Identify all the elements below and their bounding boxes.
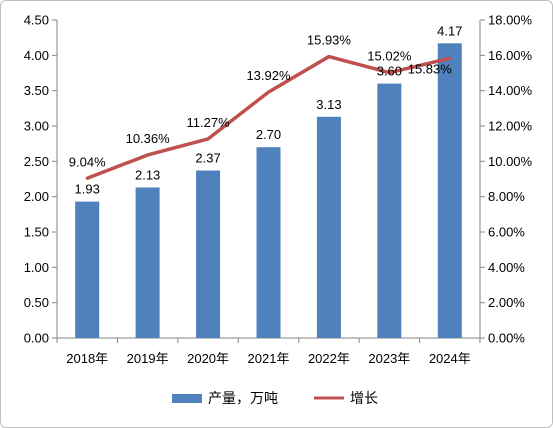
- growth-point: [448, 56, 452, 60]
- legend: 产量，万吨 增长: [172, 390, 378, 406]
- y-right-tick-label: 14.00%: [488, 83, 533, 98]
- legend-label-production: 产量，万吨: [208, 390, 278, 406]
- bar-value-label: 2.13: [135, 167, 160, 182]
- y-right-tick-label: 18.00%: [488, 13, 533, 28]
- y-left-tick-label: 4.00: [24, 48, 49, 63]
- y-right-tick-label: 12.00%: [488, 119, 533, 134]
- growth-value-label: 15.83%: [408, 61, 453, 76]
- y-right-tick-label: 16.00%: [488, 48, 533, 63]
- legend-label-growth: 增长: [350, 390, 378, 406]
- y-right-tick-label: 4.00%: [488, 260, 525, 275]
- x-tick-label: 2022年: [308, 351, 350, 366]
- x-tick-label: 2024年: [429, 351, 471, 366]
- x-tick-label: 2018年: [66, 351, 108, 366]
- x-tick-label: 2019年: [127, 351, 169, 366]
- bar: [437, 43, 462, 338]
- x-tick-label: 2021年: [248, 351, 290, 366]
- axes: 0.00 0.50 1.00 1.50 2.00 2.50 3.00 3.50 4.00 4.50…: [24, 13, 533, 367]
- growth-value-label: 10.36%: [126, 131, 171, 146]
- y-left-tick-label: 0.00: [24, 331, 49, 346]
- growth-value-label: 13.92%: [246, 68, 291, 83]
- y-left-tick-label: 1.50: [24, 225, 49, 240]
- growth-value-label: 15.93%: [307, 33, 352, 48]
- y-right-tick-label: 2.00%: [488, 295, 525, 310]
- data-labels: 1.93 2.13 2.37 2.70 3.13 3.60 4.17 9.04% 10.36% 1…: [69, 23, 463, 196]
- y-left-tick-label: 3.50: [24, 83, 49, 98]
- bar: [316, 116, 341, 339]
- growth-value-label: 15.02%: [367, 49, 412, 64]
- growth-point: [146, 153, 150, 157]
- bar-value-label: 2.70: [256, 127, 281, 142]
- bar-value-label: 2.37: [195, 151, 220, 166]
- y-left-tick-label: 2.00: [24, 189, 49, 204]
- bar: [196, 170, 221, 338]
- growth-point: [85, 176, 89, 180]
- y-right-tick-label: 6.00%: [488, 225, 525, 240]
- growth-point: [206, 137, 210, 141]
- growth-value-label: 11.27%: [187, 115, 231, 130]
- bar-value-label: 3.13: [316, 97, 341, 112]
- line-series: [85, 54, 452, 180]
- bar: [256, 147, 281, 338]
- bar: [377, 83, 402, 338]
- x-tick-label: 2020年: [187, 351, 229, 366]
- bar-value-label: 4.17: [437, 23, 462, 38]
- growth-point: [387, 71, 391, 75]
- bar-value-label: 3.60: [377, 64, 402, 79]
- y-left-tick-label: 2.50: [24, 154, 49, 169]
- y-left-tick-label: 3.00: [24, 119, 49, 134]
- growth-value-label: 9.04%: [69, 154, 106, 169]
- bar-value-label: 1.93: [75, 182, 100, 197]
- bar-series: [75, 43, 462, 339]
- growth-point: [327, 55, 331, 59]
- growth-point: [267, 90, 270, 94]
- y-left-tick-label: 0.50: [24, 295, 49, 310]
- x-tick-label: 2023年: [368, 351, 410, 366]
- y-left-tick-label: 4.50: [24, 13, 49, 28]
- bar: [75, 201, 100, 338]
- y-right-tick-label: 0.00%: [488, 331, 525, 346]
- bar: [135, 187, 160, 338]
- y-left-tick-label: 1.00: [24, 260, 49, 275]
- y-right-tick-label: 10.00%: [488, 154, 533, 169]
- y-right-tick-label: 8.00%: [488, 189, 525, 204]
- legend-swatch-production: [172, 394, 202, 403]
